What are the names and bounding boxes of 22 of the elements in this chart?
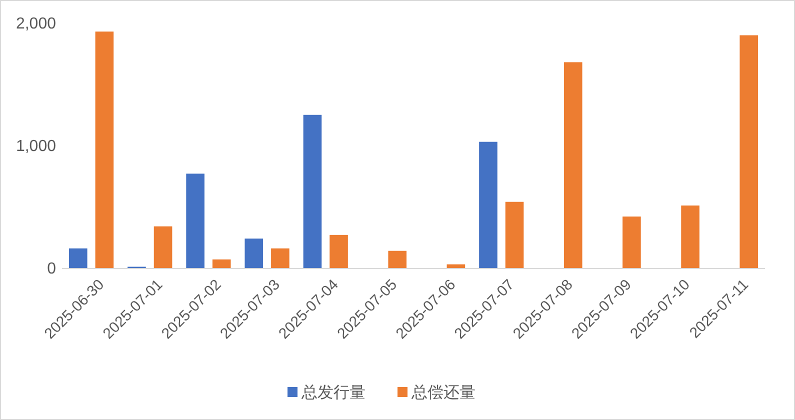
bar [388, 250, 407, 268]
bar [479, 142, 498, 268]
bar [564, 62, 582, 268]
y-tick-label: 1,000 [16, 138, 56, 156]
bar [505, 202, 524, 268]
bar [186, 174, 204, 268]
bar [622, 216, 641, 268]
bar [681, 206, 700, 268]
y-tick-label: 0 [47, 260, 56, 278]
y-tick-label: 2,000 [16, 16, 56, 33]
legend-label: 总发行量 [300, 384, 366, 402]
bar [303, 114, 322, 268]
bar [271, 248, 290, 268]
bar [740, 35, 758, 268]
bar [68, 248, 88, 268]
bar [154, 226, 172, 268]
bar [244, 238, 264, 268]
bar [212, 259, 231, 268]
bar [446, 264, 466, 268]
bar [330, 234, 348, 268]
bar [95, 32, 114, 268]
legend-label: 总偿还量 [410, 384, 476, 402]
